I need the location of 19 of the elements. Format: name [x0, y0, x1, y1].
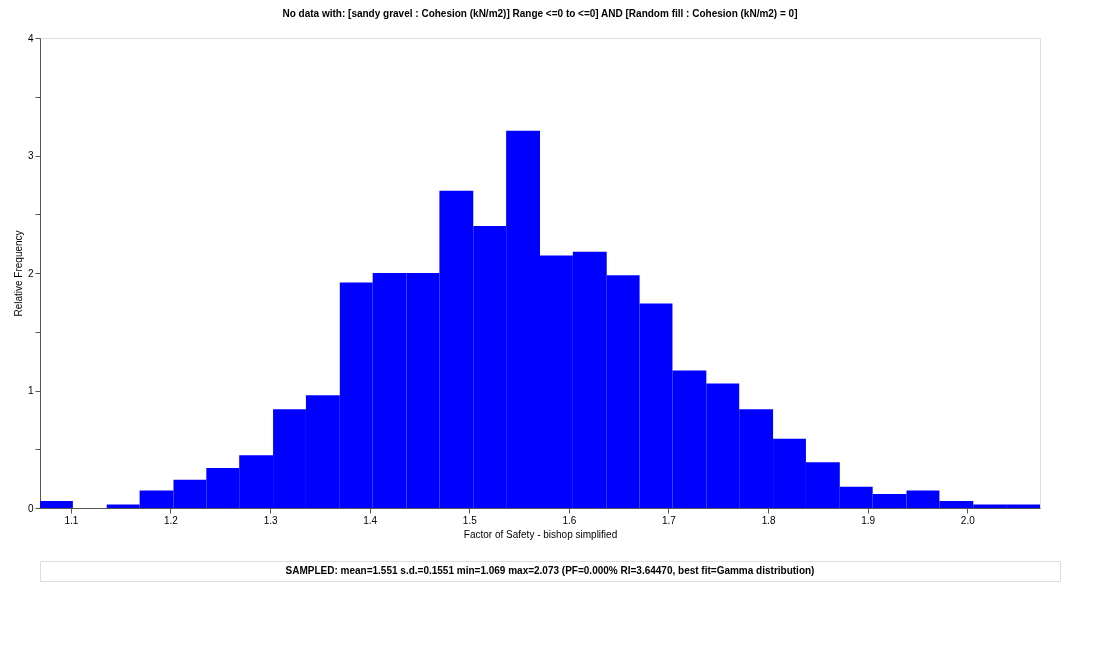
x-tick-label: 1.2 — [164, 514, 179, 526]
y-tick-label: 1 — [27, 385, 34, 396]
x-axis-title: Factor of Safety - bishop simplified — [463, 528, 618, 540]
x-tick-label: 1.6 — [562, 514, 577, 526]
x-tick-label: 2.0 — [960, 514, 976, 526]
x-tick-label: 1.3 — [263, 514, 278, 526]
text: SAMPLED: mean=1.551 s.d.=0.1551 min=1.069 max=2.073 (PF=0.000% RI=3.64470, best fit=Gamma distribution) — [285, 565, 815, 576]
x-tick-label: 1.8 — [761, 514, 776, 526]
x-tick-label: 1.7 — [662, 514, 677, 526]
y-tick-label: 0 — [27, 502, 34, 514]
y-tick-label: 2 — [27, 267, 34, 279]
y-tick-label: 3 — [27, 150, 34, 161]
x-tick-label: 1.9 — [861, 514, 876, 526]
x-tick-label: 1.1 — [64, 514, 79, 526]
chart-title: No data with: [sandy gravel : Cohesion (kN/m2)] Range <=0 to <=0] AND [Random fill : Cohesion (kN/m2) = 0] — [282, 8, 798, 19]
y-tick-label: 4 — [27, 32, 34, 44]
x-tick-label: 1.4 — [363, 514, 378, 526]
y-axis-title: Relative Frequency — [12, 230, 24, 317]
x-tick-label: 1.5 — [462, 514, 478, 526]
